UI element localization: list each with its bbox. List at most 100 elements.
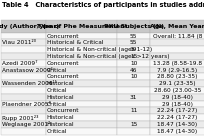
Bar (46, 87, 117, 94)
Bar (1, 33, 46, 39)
Bar (150, 114, 204, 121)
Bar (150, 53, 204, 60)
Bar (1, 128, 46, 135)
Text: Concurrent: Concurrent (47, 34, 79, 38)
Bar (117, 20, 150, 33)
Text: 18.47 (14-30): 18.47 (14-30) (157, 129, 198, 134)
Text: 55: 55 (130, 40, 137, 45)
Text: Wassenden 2006¹¹: Wassenden 2006¹¹ (2, 81, 57, 86)
Bar (150, 121, 204, 128)
Bar (117, 128, 150, 135)
Bar (117, 80, 150, 87)
Text: Concurrent: Concurrent (47, 61, 79, 66)
Bar (46, 107, 117, 114)
Text: Historical & Non-critical (ages >12 years): Historical & Non-critical (ages >12 year… (47, 54, 169, 59)
Text: 7.9 (2.9-16.5): 7.9 (2.9-16.5) (157, 68, 198, 72)
Text: Historical & Non-critical (ages 1-12): Historical & Non-critical (ages 1-12) (47, 47, 152, 52)
Bar (46, 53, 117, 60)
Text: Concurrent: Concurrent (47, 74, 79, 79)
Text: Anastasow 2009⁶: Anastasow 2009⁶ (2, 68, 53, 72)
Bar (150, 73, 204, 80)
Text: 28.80 (23-35): 28.80 (23-35) (157, 74, 198, 79)
Text: 10: 10 (130, 61, 137, 66)
Bar (1, 121, 46, 128)
Text: Table 4   Characteristics of participants in studies addressing Phe levels and I: Table 4 Characteristics of participants … (2, 2, 204, 8)
Bar (46, 128, 117, 135)
Text: Study (Author/ Year): Study (Author/ Year) (0, 24, 60, 29)
Bar (1, 60, 46, 67)
Text: Rupp 2001²³: Rupp 2001²³ (2, 115, 38, 121)
Bar (1, 67, 46, 73)
Text: Viau 2011²⁰: Viau 2011²⁰ (2, 40, 36, 45)
Bar (150, 46, 204, 53)
Text: Critical: Critical (47, 129, 67, 134)
Bar (46, 33, 117, 39)
Text: 31: 31 (130, 95, 137, 100)
Bar (150, 87, 204, 94)
Bar (150, 39, 204, 46)
Bar (46, 67, 117, 73)
Text: Plaendner 2005⁸: Plaendner 2005⁸ (2, 102, 51, 106)
Text: 13.28 (8.58-19.8: 13.28 (8.58-19.8 (153, 61, 202, 66)
Bar (150, 80, 204, 87)
Bar (46, 94, 117, 101)
Bar (46, 60, 117, 67)
Text: 22.24 (17-27): 22.24 (17-27) (157, 108, 198, 113)
Text: 28.60 (23.00-35: 28.60 (23.00-35 (154, 88, 201, 93)
Bar (117, 46, 150, 53)
Bar (1, 101, 46, 107)
Text: 39: 39 (130, 47, 137, 52)
Bar (46, 46, 117, 53)
Bar (46, 101, 117, 107)
Text: PKU Subjects (N): PKU Subjects (N) (104, 24, 164, 29)
Bar (1, 39, 46, 46)
Bar (117, 114, 150, 121)
Bar (117, 39, 150, 46)
Bar (150, 128, 204, 135)
Bar (150, 94, 204, 101)
Bar (117, 53, 150, 60)
Text: Critical: Critical (47, 68, 67, 72)
Bar (1, 80, 46, 87)
Bar (1, 20, 46, 33)
Text: 29.1 (23-35): 29.1 (23-35) (159, 81, 196, 86)
Bar (150, 101, 204, 107)
Bar (1, 87, 46, 94)
Bar (150, 67, 204, 73)
Text: Historical: Historical (47, 115, 74, 120)
Text: 15: 15 (130, 54, 137, 59)
Bar (46, 39, 117, 46)
Bar (150, 33, 204, 39)
Bar (117, 121, 150, 128)
Text: Age, Mean Year: Age, Mean Year (150, 24, 204, 29)
Text: 29 (18-40): 29 (18-40) (162, 102, 193, 106)
Text: Historical: Historical (47, 95, 74, 100)
Text: Historical & Critical: Historical & Critical (47, 40, 103, 45)
Bar (117, 33, 150, 39)
Text: 22.24 (17-27): 22.24 (17-27) (157, 115, 198, 120)
Bar (46, 73, 117, 80)
Text: 29 (18-40): 29 (18-40) (162, 95, 193, 100)
Text: Critical: Critical (47, 88, 67, 93)
Text: Historical: Historical (47, 81, 74, 86)
Bar (46, 114, 117, 121)
Text: 55: 55 (130, 34, 137, 38)
Bar (46, 80, 117, 87)
Text: Azedi 2009⁷: Azedi 2009⁷ (2, 61, 37, 66)
Text: Historical: Historical (47, 122, 74, 127)
Bar (117, 67, 150, 73)
Bar (1, 73, 46, 80)
Text: 10: 10 (130, 74, 137, 79)
Bar (46, 20, 117, 33)
Bar (1, 94, 46, 101)
Bar (46, 121, 117, 128)
Text: Overall: 11.84 (8: Overall: 11.84 (8 (153, 34, 202, 38)
Bar (1, 46, 46, 53)
Bar (117, 107, 150, 114)
Bar (117, 87, 150, 94)
Bar (150, 60, 204, 67)
Bar (150, 107, 204, 114)
Text: 18.47 (14-30): 18.47 (14-30) (157, 122, 198, 127)
Text: 46: 46 (130, 68, 137, 72)
Text: Critical: Critical (47, 102, 67, 106)
